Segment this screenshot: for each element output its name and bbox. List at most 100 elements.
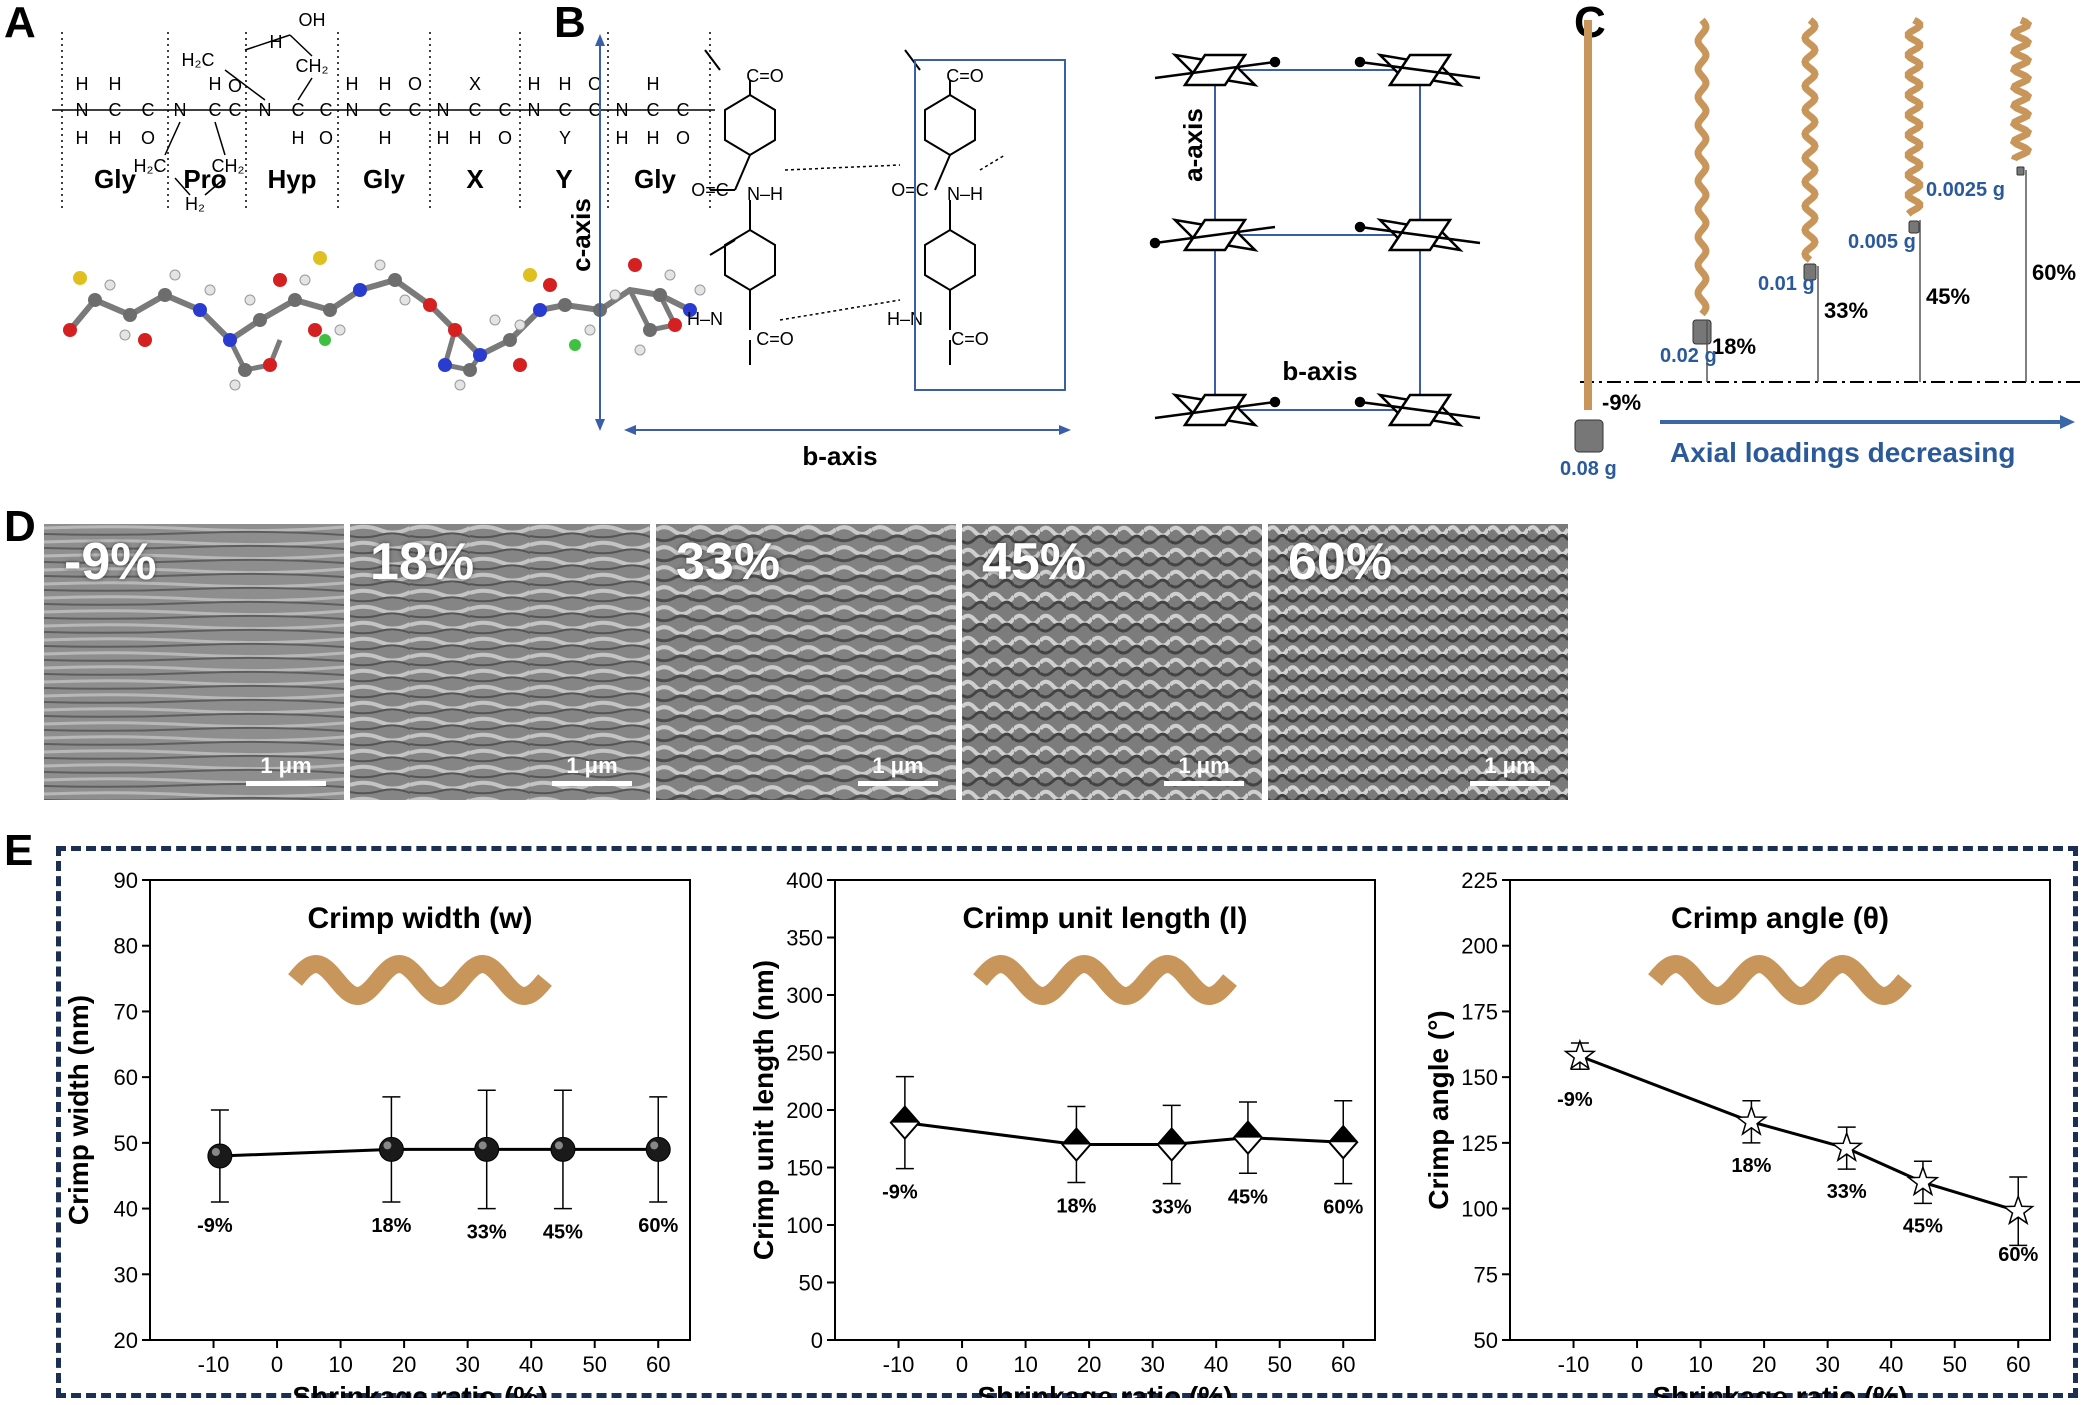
atom-h: H xyxy=(76,74,89,94)
y-tick-label: 0 xyxy=(811,1328,823,1353)
atom-h: H xyxy=(616,128,629,148)
atom-h: H xyxy=(109,128,122,148)
b-axis-label: b-axis xyxy=(802,441,877,471)
y-axis-label: Crimp angle (°) xyxy=(1423,1010,1454,1209)
residue-label: Gly xyxy=(634,164,676,194)
panel-letter-a: A xyxy=(4,0,36,47)
x-tick-label: 10 xyxy=(1688,1352,1712,1377)
plot-frame xyxy=(834,879,1376,1341)
shrink-label: -9% xyxy=(1602,390,1641,415)
atom-n: N xyxy=(76,100,89,120)
x-tick-label: 40 xyxy=(1204,1352,1228,1377)
data-point xyxy=(1734,1104,1768,1136)
atom-o: O xyxy=(676,128,690,148)
x-tick-label: 10 xyxy=(1013,1352,1037,1377)
y-tick-label: 20 xyxy=(114,1328,138,1353)
atom-h: H xyxy=(346,74,359,94)
data-point xyxy=(1830,1130,1864,1163)
y-tick-label: 80 xyxy=(114,934,138,959)
data-point xyxy=(474,1136,500,1162)
sem-label: -9% xyxy=(64,533,157,591)
shrink-label: 60% xyxy=(2032,260,2076,285)
atom-h: H xyxy=(528,74,541,94)
weight-icon xyxy=(1908,220,1920,234)
shrink-label: 33% xyxy=(1824,298,1868,323)
weight-icon xyxy=(2016,166,2025,176)
atom-h2: H₂ xyxy=(185,194,205,214)
x-tick-label: -10 xyxy=(883,1352,915,1377)
x-tick-label: 0 xyxy=(271,1352,283,1377)
y-tick-label: 100 xyxy=(786,1213,823,1238)
atom-o: O xyxy=(408,74,422,94)
svg-text:H–N: H–N xyxy=(887,309,923,329)
residue-label: Y xyxy=(555,164,572,194)
svg-text:O=C: O=C xyxy=(691,180,729,200)
y-tick-label: 90 xyxy=(114,868,138,893)
point-label: 60% xyxy=(1323,1197,1363,1219)
x-axis-label: Shrinkage ratio (%) xyxy=(977,1381,1232,1398)
y-tick-label: 300 xyxy=(786,983,823,1008)
plot-frame xyxy=(1509,879,2051,1341)
point-label: 45% xyxy=(1228,1186,1268,1208)
y-tick-label: 150 xyxy=(786,1156,823,1181)
atom-n: N xyxy=(346,100,359,120)
data-point xyxy=(207,1143,233,1169)
svg-text:O=C: O=C xyxy=(891,180,929,200)
x-tick-label: 0 xyxy=(1631,1352,1643,1377)
x-tick-label: 10 xyxy=(328,1352,352,1377)
residue-label: X xyxy=(466,164,484,194)
atom-o: O xyxy=(228,76,242,96)
y-tick-label: 50 xyxy=(114,1131,138,1156)
panel-letter-b: B xyxy=(554,0,586,47)
x-tick-label: 0 xyxy=(956,1352,968,1377)
data-point-highlight xyxy=(478,1141,487,1150)
svg-text:C=O: C=O xyxy=(756,329,794,349)
x-tick-label: 50 xyxy=(1942,1352,1966,1377)
atom-c: C xyxy=(109,100,122,120)
sem-label: 33% xyxy=(676,533,781,591)
series-line xyxy=(1579,1054,2019,1213)
shrink-label: 18% xyxy=(1712,334,1756,359)
atom-n: N xyxy=(259,100,272,120)
y-tick-label: 225 xyxy=(1461,868,1498,893)
sem-label: 60% xyxy=(1288,533,1393,591)
y-tick-label: 75 xyxy=(1474,1262,1498,1287)
atom-c: C xyxy=(292,100,305,120)
data-point xyxy=(1563,1038,1597,1071)
sem-image-18: 18% 1 μm xyxy=(350,524,650,800)
crimp-wave-icon xyxy=(973,954,1237,1006)
scale-bar: 1 μm xyxy=(1470,753,1550,786)
point-label: -9% xyxy=(197,1215,233,1237)
atom-h: H xyxy=(292,128,305,148)
data-point xyxy=(378,1136,404,1162)
atom-n: N xyxy=(616,100,629,120)
crimp-wave-icon xyxy=(288,954,552,1006)
x-axis-label: Shrinkage ratio (%) xyxy=(1652,1381,1907,1398)
atom-c: C xyxy=(379,100,392,120)
atom-h: H xyxy=(647,128,660,148)
sem-label: 18% xyxy=(370,533,475,591)
atom-h2c: H₂C xyxy=(182,50,215,70)
atom-c: C xyxy=(469,100,482,120)
x-tick-label: 20 xyxy=(1077,1352,1101,1377)
y-tick-label: 60 xyxy=(114,1065,138,1090)
x-tick-label: 30 xyxy=(1140,1352,1164,1377)
atom-n: N xyxy=(528,100,541,120)
x-tick-label: 20 xyxy=(392,1352,416,1377)
point-label: 60% xyxy=(638,1215,678,1237)
chart-title: Crimp unit length (l) xyxy=(963,902,1248,935)
fiber-60 xyxy=(2009,16,2033,162)
panel-c-loading: -9% 18% 33% 45% 60% 0.08 g 0.02 g 0.01 g… xyxy=(1560,16,2085,480)
scale-bar: 1 μm xyxy=(246,753,326,786)
atom-c: C xyxy=(559,100,572,120)
panel-letter-d: D xyxy=(4,502,36,551)
data-point-half xyxy=(1329,1126,1358,1143)
series-line xyxy=(904,1121,1344,1146)
data-point-highlight xyxy=(211,1148,220,1156)
y-tick-label: 70 xyxy=(114,999,138,1024)
atom-h: H xyxy=(379,74,392,94)
atom-h: H xyxy=(437,128,450,148)
atom-h: H xyxy=(270,32,283,52)
atom-c: C xyxy=(647,100,660,120)
point-label: -9% xyxy=(882,1182,918,1204)
